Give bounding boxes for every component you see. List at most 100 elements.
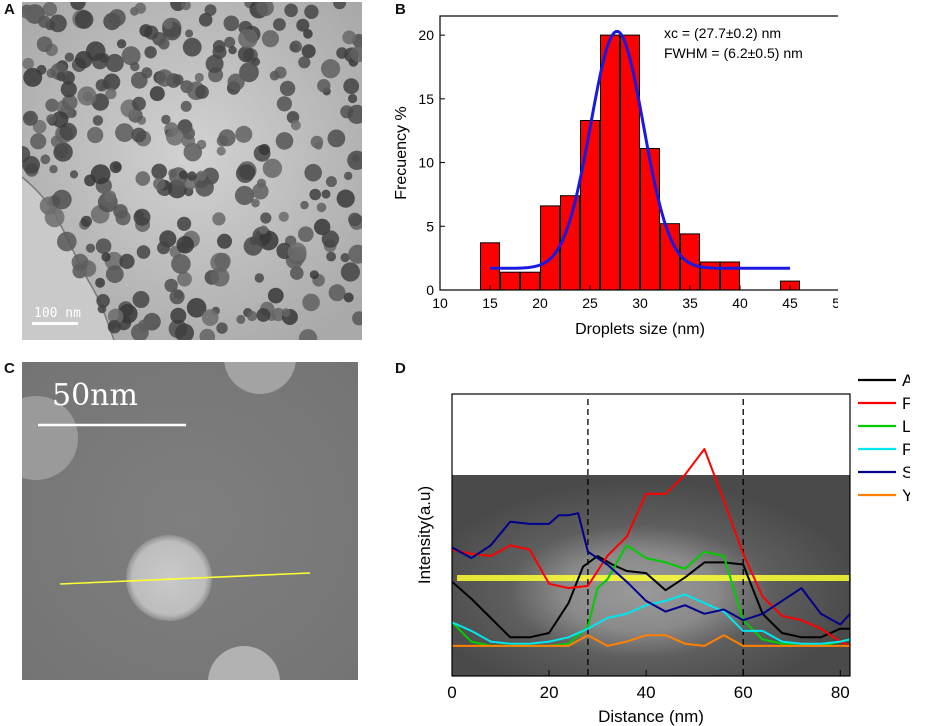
x-tick-label-5: 35 <box>682 295 698 311</box>
line-scan-path <box>59 572 311 585</box>
fit-annotation-fwhm: FWHM = (6.2±0.5) nm <box>664 45 803 61</box>
droplet-230 <box>153 177 166 190</box>
legend-label-pr: Pr <box>902 440 910 459</box>
droplet-188 <box>177 216 192 231</box>
y-tick-label-2: 10 <box>418 155 434 171</box>
droplet-27 <box>42 2 57 17</box>
droplet-182 <box>259 225 268 235</box>
droplet-158 <box>107 308 124 325</box>
droplet-297 <box>289 40 302 53</box>
histogram-bar-7 <box>620 34 640 291</box>
profile-x-label: Distance (nm) <box>598 707 704 726</box>
droplet-244 <box>74 10 94 29</box>
droplet-62 <box>216 322 228 334</box>
droplet-186 <box>186 298 207 318</box>
series-line-yb <box>452 634 850 647</box>
droplet-211 <box>71 253 89 271</box>
droplet-261 <box>80 215 92 227</box>
droplet-265 <box>104 190 117 203</box>
droplet-26 <box>95 277 106 288</box>
profile-frame <box>451 393 851 677</box>
droplet-260 <box>201 309 219 326</box>
droplet-249 <box>256 308 271 322</box>
droplet-167 <box>327 129 346 148</box>
droplet-233 <box>217 233 232 249</box>
droplet-253 <box>317 79 331 93</box>
histogram-bar-3 <box>540 205 560 291</box>
droplet-scanned <box>126 535 212 621</box>
droplet-227 <box>261 30 279 48</box>
x-tick-label-7: 45 <box>782 295 798 311</box>
panel-c-letter: C <box>4 360 15 377</box>
droplet-111 <box>22 57 34 70</box>
droplet-278 <box>75 51 93 69</box>
droplet-162 <box>61 94 78 111</box>
droplet-285 <box>138 319 151 332</box>
histogram-y-label: Frecuency % <box>393 106 410 199</box>
droplet-79 <box>45 98 59 112</box>
droplet-311 <box>54 143 69 158</box>
droplet-275 <box>348 244 362 264</box>
droplet-274 <box>77 86 97 106</box>
x-tick-label-6: 40 <box>732 295 748 311</box>
droplet-183 <box>243 236 263 256</box>
droplet-173 <box>340 253 350 263</box>
droplet-269 <box>141 67 153 79</box>
droplet-305 <box>348 212 362 227</box>
x-tick-label-2: 40 <box>637 683 656 702</box>
droplet-108 <box>95 238 112 254</box>
scale-bar-c-label: 50nm <box>52 378 138 413</box>
droplet-294 <box>157 241 170 255</box>
droplet-259 <box>234 185 255 206</box>
droplet-221 <box>105 265 124 284</box>
droplet-partial-left <box>22 396 78 480</box>
droplet-282 <box>132 96 146 111</box>
stem-image: 50nm <box>22 362 358 680</box>
droplet-243 <box>178 170 188 180</box>
droplet-partial-top <box>224 362 296 394</box>
legend-label-yb: Yb <box>902 486 910 505</box>
droplet-232 <box>180 2 191 11</box>
histogram-bar-5 <box>580 120 600 291</box>
droplet-154 <box>296 18 310 32</box>
droplet-161 <box>309 188 322 201</box>
droplet-226 <box>227 73 245 91</box>
series-line-al <box>451 555 850 639</box>
droplet-216 <box>139 24 153 38</box>
droplet-224 <box>326 251 336 262</box>
droplet-110 <box>267 287 284 304</box>
droplet-178 <box>228 46 237 55</box>
stem-droplets <box>22 362 358 680</box>
droplet-196 <box>316 202 327 213</box>
droplet-159 <box>247 311 258 322</box>
droplet-size-histogram: 10 15 20 25 30 35 40 45 50 0 5 10 15 20 xc = (27.7±0.… <box>393 15 838 338</box>
droplet-114 <box>49 165 58 174</box>
histogram-bar-0 <box>480 242 500 291</box>
droplet-231 <box>182 37 202 57</box>
y-tick-label-4: 20 <box>418 27 434 43</box>
droplet-288 <box>309 270 319 280</box>
y-tick-label-1: 5 <box>426 218 434 234</box>
droplet-242 <box>252 183 269 200</box>
tem-droplets <box>22 2 362 340</box>
droplet-140 <box>258 230 279 251</box>
droplet-165 <box>205 54 224 73</box>
droplet-97 <box>273 18 286 31</box>
droplet-217 <box>210 267 230 287</box>
x-tick-label-0: 10 <box>432 295 448 311</box>
droplet-28 <box>301 44 316 59</box>
droplet-93 <box>279 80 296 97</box>
droplet-238 <box>196 170 207 181</box>
droplet-128 <box>144 46 157 59</box>
droplet-151 <box>149 86 165 102</box>
droplet-200 <box>90 164 111 185</box>
droplet-190 <box>300 200 309 210</box>
droplet-277 <box>238 28 258 49</box>
droplet-298 <box>165 127 184 146</box>
droplet-19 <box>204 4 217 16</box>
droplet-150 <box>116 39 127 49</box>
droplet-164 <box>304 163 323 182</box>
scale-bar-a <box>32 322 78 325</box>
droplet-189 <box>236 314 246 324</box>
droplet-254 <box>281 308 291 318</box>
